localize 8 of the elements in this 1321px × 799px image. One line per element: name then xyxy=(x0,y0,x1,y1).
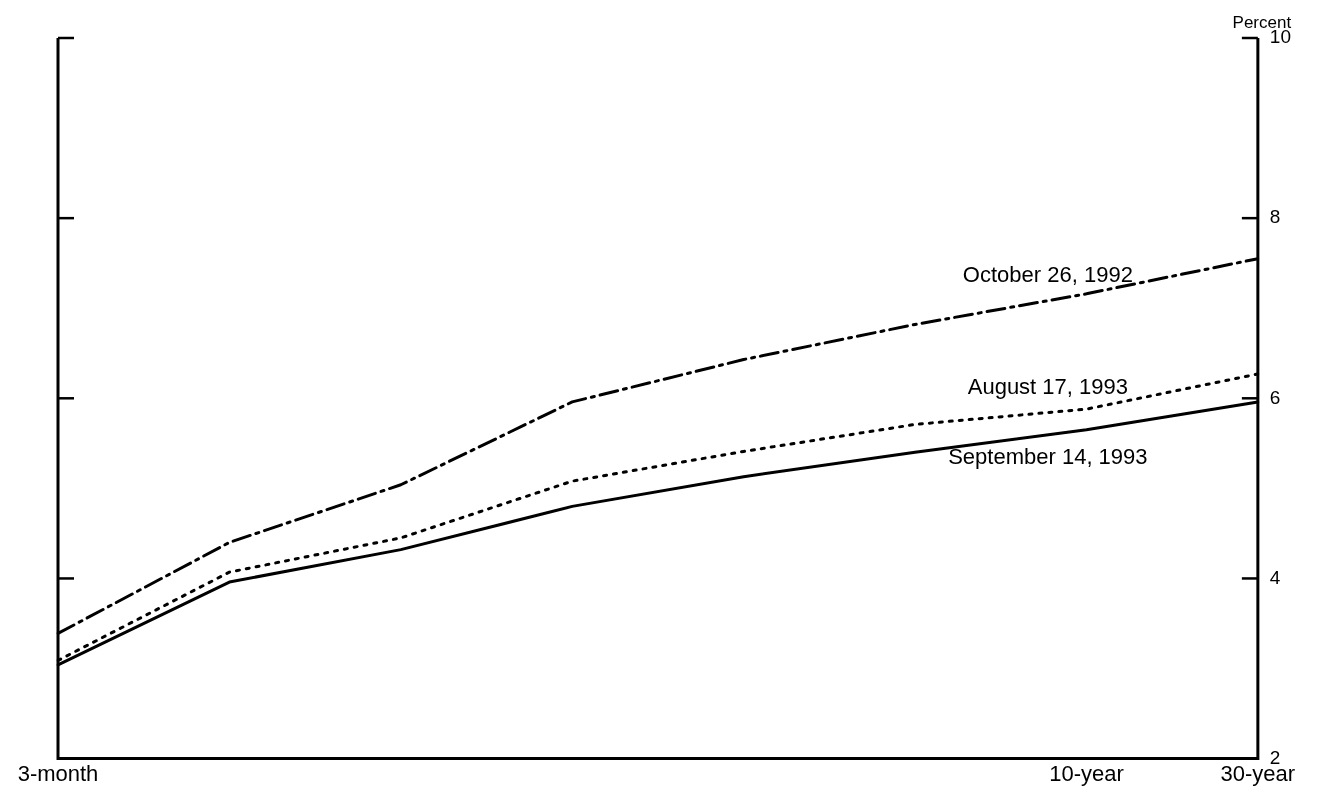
y-tick-label: 6 xyxy=(1269,386,1281,408)
series-label: September 14, 1993 xyxy=(948,443,1148,469)
x-tick-label: 3-month xyxy=(17,760,99,786)
x-tick-label: 10-year xyxy=(1049,760,1124,786)
y-tick-label: 8 xyxy=(1269,206,1281,228)
series-label: October 26, 1992 xyxy=(962,261,1133,287)
y-tick-label: 4 xyxy=(1269,566,1281,588)
series-label: August 17, 1993 xyxy=(967,373,1128,399)
